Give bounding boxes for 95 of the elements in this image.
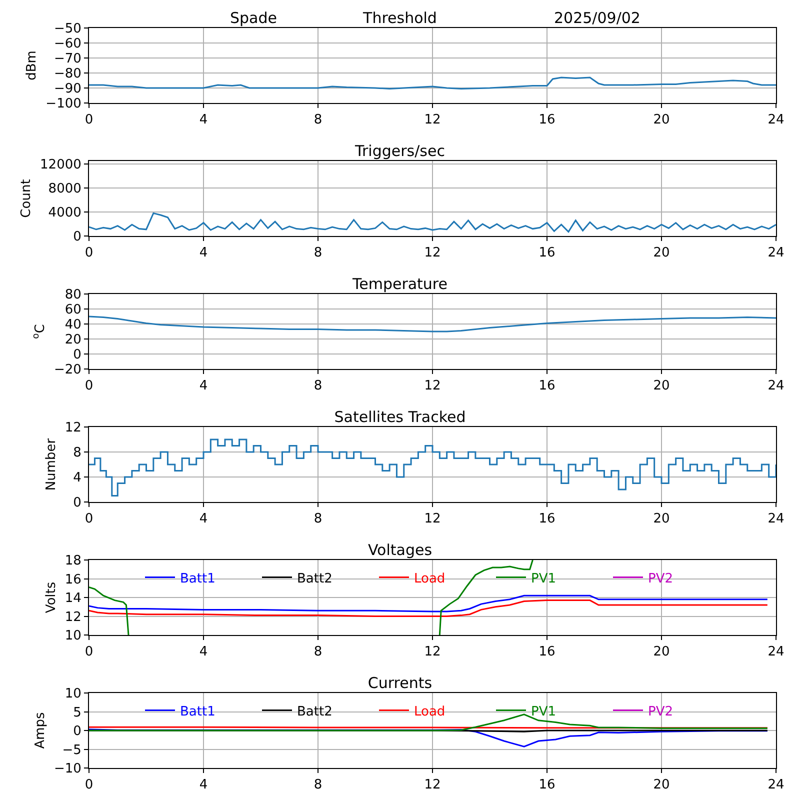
- chart-title: Triggers/sec: [354, 142, 445, 160]
- x-tick-label: 0: [84, 778, 94, 793]
- x-tick-label: 0: [84, 644, 94, 660]
- y-axis-title: Count: [18, 179, 34, 218]
- x-tick-label: 8: [314, 512, 322, 527]
- y-tick-label: 5: [73, 705, 82, 720]
- legend-label: Batt1: [180, 571, 216, 586]
- x-tick-label: 24: [768, 378, 784, 394]
- x-tick-label: 12: [424, 512, 441, 527]
- x-tick-label: 0: [84, 112, 94, 128]
- chart-title: Temperature: [351, 275, 448, 293]
- y-tick-label: 0: [73, 230, 82, 245]
- y-tick-label: −20: [54, 362, 82, 378]
- chart-title: Threshold: [362, 9, 437, 27]
- x-tick-label: 4: [199, 246, 208, 261]
- y-tick-label: 10: [64, 686, 82, 702]
- x-tick-label: 20: [653, 378, 670, 394]
- x-tick-label: 24: [768, 778, 784, 793]
- x-tick-label: 4: [199, 378, 208, 394]
- y-tick-label: 0: [73, 348, 82, 363]
- y-tick-label: 10: [64, 628, 82, 644]
- x-tick-label: 8: [314, 378, 322, 394]
- x-tick-label: 0: [84, 378, 94, 394]
- text: 2025/09/02: [554, 9, 640, 27]
- y-tick-label: −50: [54, 22, 82, 37]
- x-tick-label: 4: [199, 112, 208, 128]
- y-tick-label: 12: [64, 420, 82, 436]
- x-tick-label: 12: [424, 778, 441, 793]
- x-tick-label: 12: [424, 644, 441, 660]
- x-tick-label: 16: [538, 378, 556, 394]
- x-tick-label: 20: [653, 246, 670, 261]
- y-tick-label: 8: [73, 446, 82, 461]
- x-tick-label: 24: [768, 112, 784, 128]
- legend-label: Batt1: [180, 704, 216, 720]
- legend-label: PV2: [648, 704, 674, 720]
- x-tick-label: 20: [653, 778, 670, 793]
- y-tick-label: −5: [62, 742, 82, 758]
- x-tick-label: 20: [653, 644, 670, 660]
- x-tick-label: 8: [314, 644, 322, 660]
- chart-title: Currents: [368, 674, 432, 692]
- y-tick-label: 40: [64, 318, 82, 333]
- y-tick-label: 16: [64, 572, 82, 588]
- x-tick-label: 8: [314, 112, 322, 128]
- y-axis-title: dBm: [24, 50, 40, 80]
- legend-label: Batt2: [297, 704, 332, 720]
- x-tick-label: 12: [424, 378, 441, 394]
- y-tick-label: 20: [64, 332, 82, 348]
- x-tick-label: 24: [768, 512, 784, 527]
- y-tick-label: −100: [46, 96, 82, 112]
- x-tick-label: 16: [538, 246, 556, 261]
- y-tick-label: −60: [54, 36, 82, 52]
- x-tick-label: 0: [84, 246, 94, 261]
- legend-label: PV1: [531, 704, 556, 720]
- x-tick-label: 16: [538, 512, 556, 527]
- y-axis-title: Number: [44, 438, 59, 491]
- x-tick-label: 24: [768, 246, 784, 261]
- y-tick-label: 8000: [48, 182, 82, 197]
- y-tick-label: 60: [64, 302, 82, 318]
- y-tick-label: −90: [54, 82, 82, 97]
- x-tick-label: 16: [538, 644, 556, 660]
- y-tick-label: 12: [64, 610, 82, 625]
- legend-label: Load: [414, 571, 446, 586]
- x-tick-label: 24: [768, 644, 784, 660]
- y-tick-label: 18: [64, 554, 82, 569]
- y-axis-title: Amps: [32, 712, 48, 749]
- y-tick-label: 0: [73, 724, 82, 740]
- x-tick-label: 8: [314, 778, 322, 793]
- text: Spade: [230, 9, 277, 27]
- y-tick-label: −80: [54, 66, 82, 82]
- x-tick-label: 12: [424, 112, 441, 128]
- x-tick-label: 4: [199, 512, 208, 527]
- legend-label: Batt2: [297, 571, 332, 586]
- x-tick-label: 8: [314, 246, 322, 261]
- x-tick-label: 4: [199, 778, 208, 793]
- legend-label: PV2: [648, 571, 674, 586]
- x-tick-label: 20: [653, 512, 670, 527]
- y-tick-label: 80: [64, 288, 82, 303]
- x-tick-label: 12: [424, 246, 441, 261]
- x-tick-label: 0: [84, 512, 94, 527]
- y-tick-label: −10: [54, 762, 82, 777]
- y-tick-label: 14: [64, 591, 82, 606]
- legend-label: Load: [414, 704, 446, 720]
- y-tick-label: 4: [73, 470, 82, 486]
- chart-title: Voltages: [368, 541, 432, 559]
- y-tick-label: 12000: [40, 158, 82, 173]
- chart-title: Satellites Tracked: [334, 408, 466, 426]
- y-axis-title: Volts: [44, 582, 59, 614]
- x-tick-label: 16: [538, 112, 556, 128]
- x-tick-label: 16: [538, 778, 556, 793]
- y-tick-label: 4000: [48, 206, 82, 221]
- y-tick-label: 0: [73, 496, 82, 511]
- legend-label: PV1: [531, 571, 556, 586]
- x-tick-label: 20: [653, 112, 670, 128]
- y-tick-label: −70: [54, 52, 82, 67]
- x-tick-label: 4: [199, 644, 208, 660]
